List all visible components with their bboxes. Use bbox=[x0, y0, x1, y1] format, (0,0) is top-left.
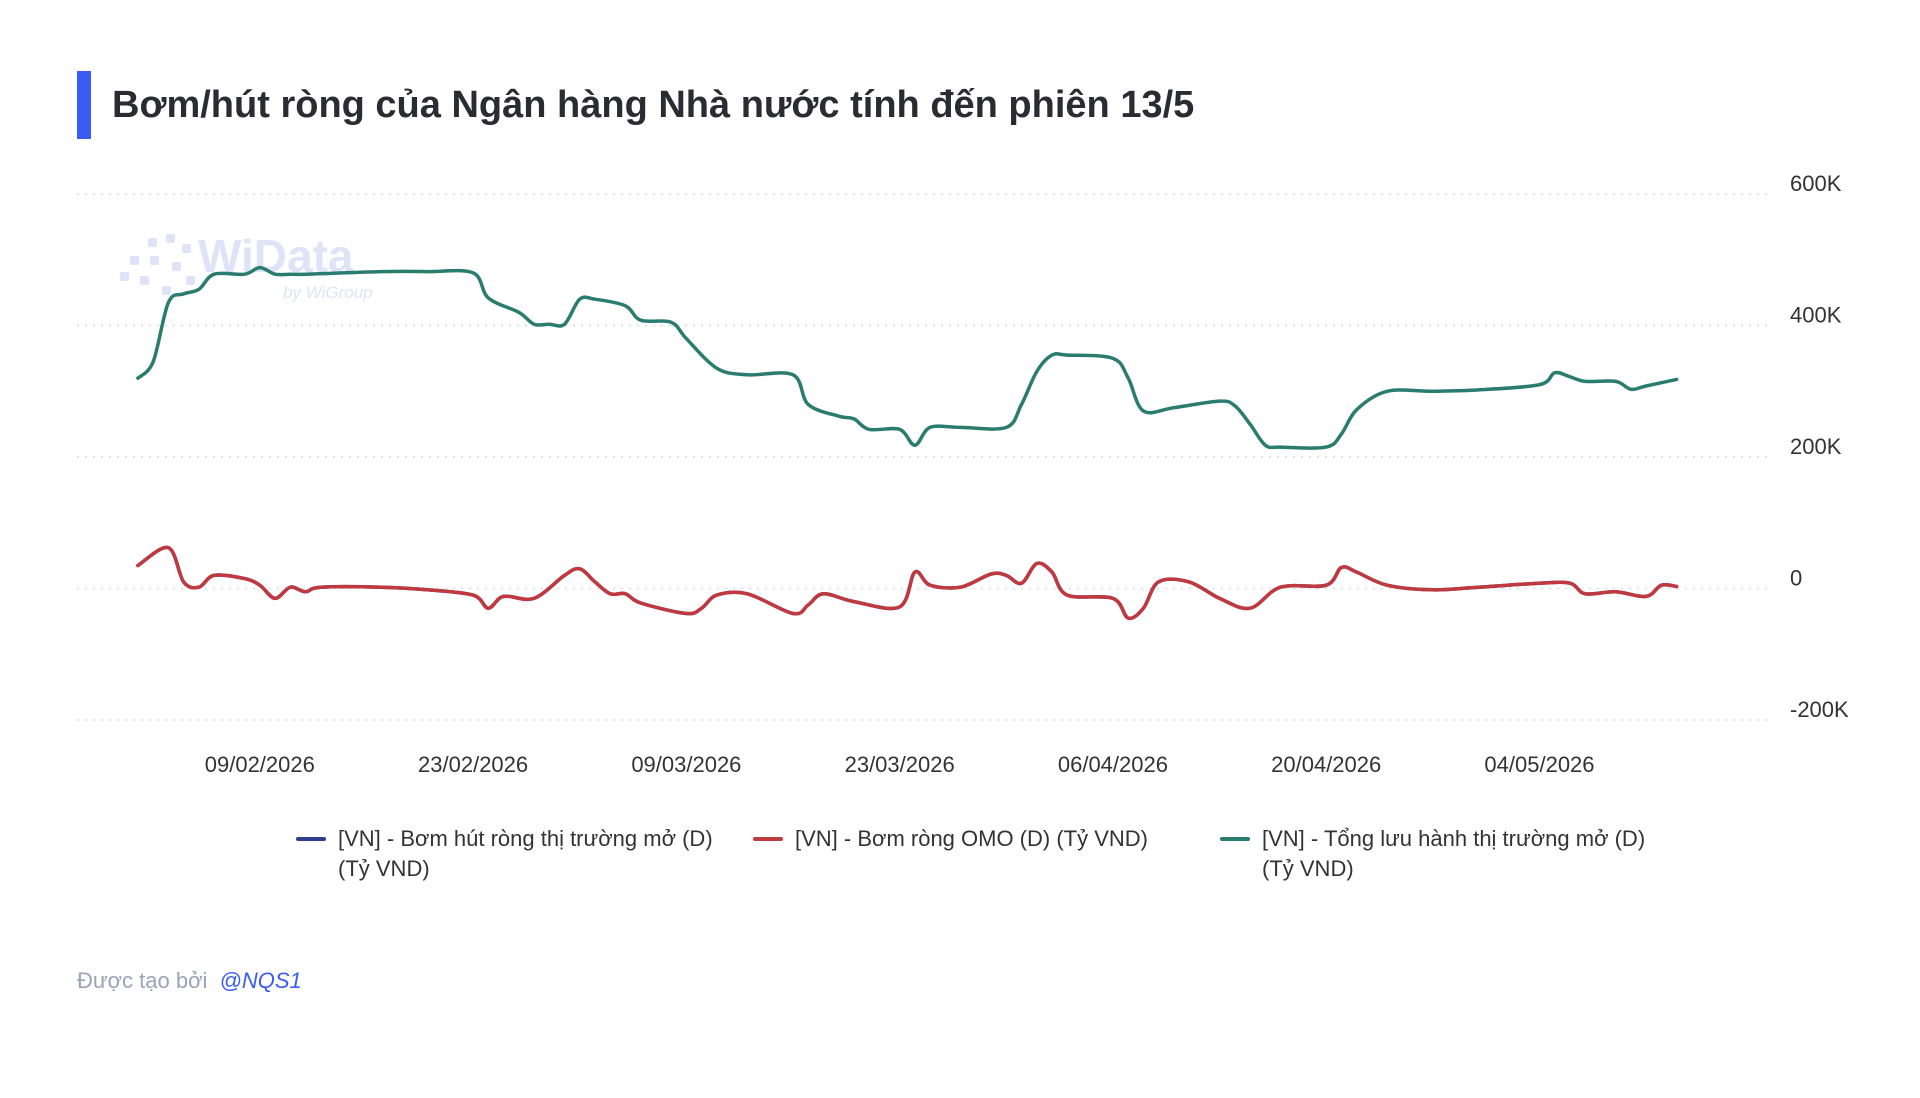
legend-label-outstanding: [VN] - Tổng lưu hành thị trường mở (D) (… bbox=[1262, 826, 1646, 881]
watermark-dot bbox=[150, 256, 159, 265]
watermark-dot bbox=[166, 234, 175, 243]
watermark-dot bbox=[140, 276, 149, 285]
watermark-dot bbox=[172, 262, 181, 271]
watermark-dot bbox=[182, 244, 191, 253]
x-tick-label: 06/04/2026 bbox=[1058, 752, 1168, 777]
watermark-dot bbox=[148, 238, 157, 247]
legend-item-omo[interactable]: [VN] - Bơm ròng OMO (D) (Tỷ VND) bbox=[753, 824, 1215, 854]
y-tick-label: -200K bbox=[1790, 697, 1849, 722]
widata-watermark: WiData by WiGroup bbox=[120, 230, 373, 302]
series-line-net bbox=[136, 545, 1679, 621]
x-tick-label: 04/05/2026 bbox=[1484, 752, 1594, 777]
x-axis: 09/02/2026 23/02/2026 09/03/2026 23/03/2026… bbox=[205, 752, 1595, 777]
y-tick-label: 400K bbox=[1790, 303, 1842, 328]
legend-item-net[interactable]: [VN] - Bơm hút ròng thị trường mở (D) (T… bbox=[296, 824, 718, 884]
watermark-dot bbox=[120, 272, 129, 281]
title-accent-bar bbox=[77, 71, 91, 139]
line-chart: WiData by WiGroup 600K 400K 200K 0 -200K 09/… bbox=[77, 171, 1849, 777]
legend-swatch-outstanding bbox=[1220, 837, 1250, 841]
watermark-dot bbox=[130, 256, 139, 265]
y-tick-label: 200K bbox=[1790, 434, 1842, 459]
footer-credit: Được tạo bởi @NQS1 bbox=[77, 968, 302, 994]
legend-label-omo: [VN] - Bơm ròng OMO (D) (Tỷ VND) bbox=[795, 826, 1148, 851]
x-tick-label: 23/02/2026 bbox=[418, 752, 528, 777]
series-lines bbox=[136, 265, 1679, 621]
chart-title: Bơm/hút ròng của Ngân hàng Nhà nước tính… bbox=[112, 83, 1195, 126]
y-axis: 600K 400K 200K 0 -200K bbox=[1790, 171, 1849, 722]
footer-prefix: Được tạo bởi bbox=[77, 968, 208, 993]
y-tick-label: 600K bbox=[1790, 171, 1842, 196]
watermark-dot bbox=[186, 276, 195, 285]
footer-author-link[interactable]: @NQS1 bbox=[219, 968, 302, 993]
chart-legend: [VN] - Bơm hút ròng thị trường mở (D) (T… bbox=[0, 824, 1920, 894]
x-tick-label: 09/03/2026 bbox=[631, 752, 741, 777]
watermark-tagline: by WiGroup bbox=[283, 283, 373, 302]
series-line-outstanding bbox=[136, 265, 1679, 450]
legend-label-net: [VN] - Bơm hút ròng thị trường mở (D) (T… bbox=[338, 826, 713, 881]
legend-swatch-net bbox=[296, 837, 326, 841]
x-tick-label: 20/04/2026 bbox=[1271, 752, 1381, 777]
series-line-omo bbox=[136, 545, 1679, 621]
widata-logo-icon bbox=[120, 234, 195, 295]
x-tick-label: 23/03/2026 bbox=[845, 752, 955, 777]
chart-title-row: Bơm/hút ròng của Ngân hàng Nhà nước tính… bbox=[77, 71, 1194, 139]
watermark-dot bbox=[162, 286, 171, 295]
x-tick-label: 09/02/2026 bbox=[205, 752, 315, 777]
legend-swatch-omo bbox=[753, 837, 783, 841]
grid-lines bbox=[77, 193, 1768, 721]
legend-item-outstanding[interactable]: [VN] - Tổng lưu hành thị trường mở (D) (… bbox=[1220, 824, 1652, 884]
y-tick-label: 0 bbox=[1790, 566, 1802, 591]
